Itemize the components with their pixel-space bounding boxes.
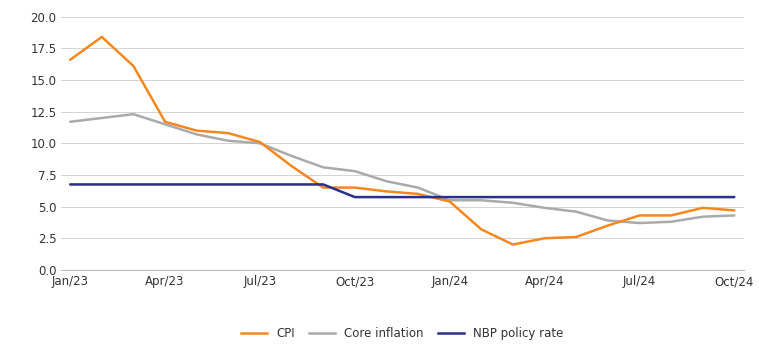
Core inflation (192, 133, 201, 137)
CPI (729, 208, 739, 212)
Core inflation (224, 139, 233, 143)
Core inflation (97, 116, 106, 120)
Legend: CPI, Core inflation, NBP policy rate: CPI, Core inflation, NBP policy rate (236, 322, 568, 345)
CPI (477, 227, 486, 231)
NBP policy rate (287, 182, 296, 186)
CPI (192, 129, 201, 133)
NBP policy rate (572, 195, 581, 199)
CPI (666, 213, 676, 218)
CPI (635, 213, 644, 218)
CPI (509, 243, 518, 247)
Line: NBP policy rate: NBP policy rate (70, 184, 734, 197)
NBP policy rate (635, 195, 644, 199)
NBP policy rate (477, 195, 486, 199)
NBP policy rate (97, 182, 106, 186)
Core inflation (382, 179, 391, 183)
NBP policy rate (540, 195, 549, 199)
CPI (445, 199, 454, 203)
CPI (319, 185, 328, 190)
CPI (65, 58, 74, 62)
CPI (161, 120, 170, 124)
Core inflation (572, 210, 581, 214)
Core inflation (666, 220, 676, 224)
NBP policy rate (255, 182, 264, 186)
NBP policy rate (224, 182, 233, 186)
NBP policy rate (382, 195, 391, 199)
NBP policy rate (509, 195, 518, 199)
Core inflation (603, 218, 613, 222)
NBP policy rate (729, 195, 739, 199)
NBP policy rate (414, 195, 423, 199)
NBP policy rate (192, 182, 201, 186)
CPI (572, 235, 581, 239)
NBP policy rate (666, 195, 676, 199)
CPI (97, 35, 106, 39)
Core inflation (477, 198, 486, 202)
Line: Core inflation: Core inflation (70, 114, 734, 223)
CPI (382, 189, 391, 193)
NBP policy rate (319, 182, 328, 186)
Core inflation (729, 213, 739, 218)
CPI (287, 164, 296, 168)
Core inflation (129, 112, 138, 116)
NBP policy rate (445, 195, 454, 199)
CPI (603, 224, 613, 228)
NBP policy rate (161, 182, 170, 186)
NBP policy rate (698, 195, 707, 199)
CPI (414, 192, 423, 196)
Core inflation (350, 169, 359, 173)
Core inflation (635, 221, 644, 225)
NBP policy rate (350, 195, 359, 199)
Core inflation (540, 206, 549, 210)
CPI (224, 131, 233, 135)
CPI (129, 64, 138, 68)
Core inflation (161, 122, 170, 126)
Core inflation (287, 154, 296, 158)
Core inflation (509, 201, 518, 205)
NBP policy rate (603, 195, 613, 199)
Line: CPI: CPI (70, 37, 734, 245)
Core inflation (445, 198, 454, 202)
Core inflation (414, 185, 423, 190)
NBP policy rate (129, 182, 138, 186)
CPI (540, 236, 549, 240)
Core inflation (698, 215, 707, 219)
CPI (698, 206, 707, 210)
CPI (350, 185, 359, 190)
Core inflation (65, 120, 74, 124)
CPI (255, 140, 264, 144)
Core inflation (319, 165, 328, 170)
NBP policy rate (65, 182, 74, 186)
Core inflation (255, 141, 264, 145)
